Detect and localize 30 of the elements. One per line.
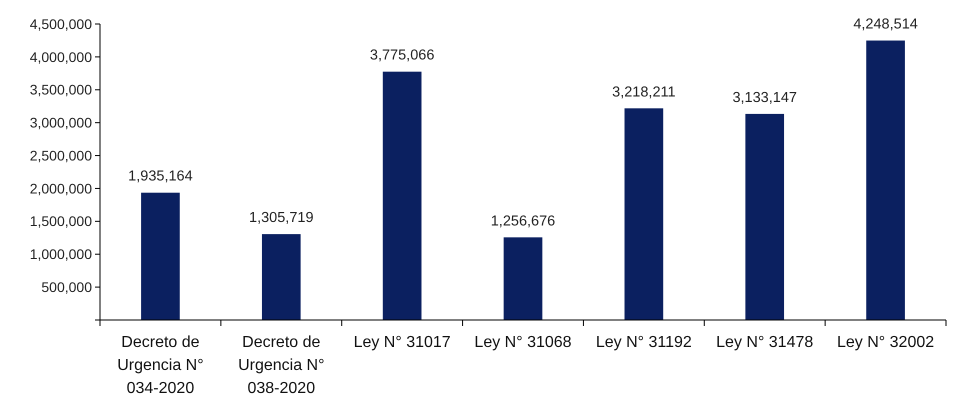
y-tick-label: 2,000,000 <box>30 180 92 196</box>
y-tick-label: 4,500,000 <box>30 16 92 32</box>
bar <box>745 114 784 320</box>
y-tick-label: 3,000,000 <box>30 114 92 131</box>
data-label: 4,248,514 <box>853 16 918 33</box>
x-tick-label: Decreto de Urgencia N° 038-2020 <box>238 334 325 397</box>
bar <box>624 108 664 320</box>
x-tick-label: Ley N° 31017 <box>354 334 451 351</box>
bar <box>262 234 301 320</box>
x-tick-label: Ley N° 31068 <box>474 334 572 351</box>
x-tick-label: Ley N° 31478 <box>716 334 814 351</box>
y-tick-label: 4,000,000 <box>30 48 92 65</box>
data-label: 3,133,147 <box>732 90 797 106</box>
data-label: 1,935,164 <box>128 168 193 185</box>
data-label: 1,256,676 <box>490 213 556 230</box>
x-tick-label: Decreto de Urgencia N° 034-2020 <box>117 334 204 397</box>
x-tick-label: Ley N° 32002 <box>837 334 934 351</box>
y-tick-label: 1,000,000 <box>30 246 92 262</box>
y-tick-label: 500,000 <box>41 279 92 296</box>
y-tick-label: 3,500,000 <box>30 82 92 98</box>
data-label: 3,218,211 <box>612 84 676 100</box>
bar <box>504 237 542 320</box>
data-label: 1,305,719 <box>249 210 314 226</box>
x-tick-label: Ley N° 31192 <box>596 334 692 351</box>
y-tick-label: 1,500,000 <box>30 213 92 230</box>
bar <box>382 72 422 320</box>
y-tick-label: 2,500,000 <box>30 147 92 164</box>
bar <box>866 40 905 320</box>
data-label: 3,775,066 <box>370 48 434 64</box>
bar <box>141 192 180 320</box>
